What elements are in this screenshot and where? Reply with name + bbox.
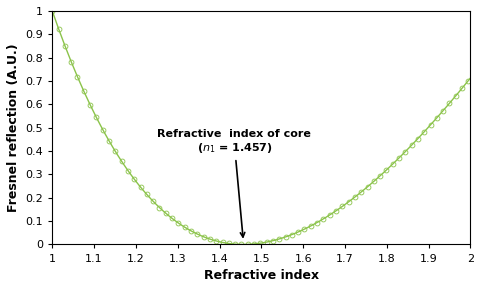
Y-axis label: Fresnel reflection (A.U.): Fresnel reflection (A.U.) (7, 43, 20, 212)
Text: Refractive  index of core
($n_1$ = 1.457): Refractive index of core ($n_1$ = 1.457) (157, 129, 311, 237)
X-axis label: Refractive index: Refractive index (204, 269, 318, 282)
